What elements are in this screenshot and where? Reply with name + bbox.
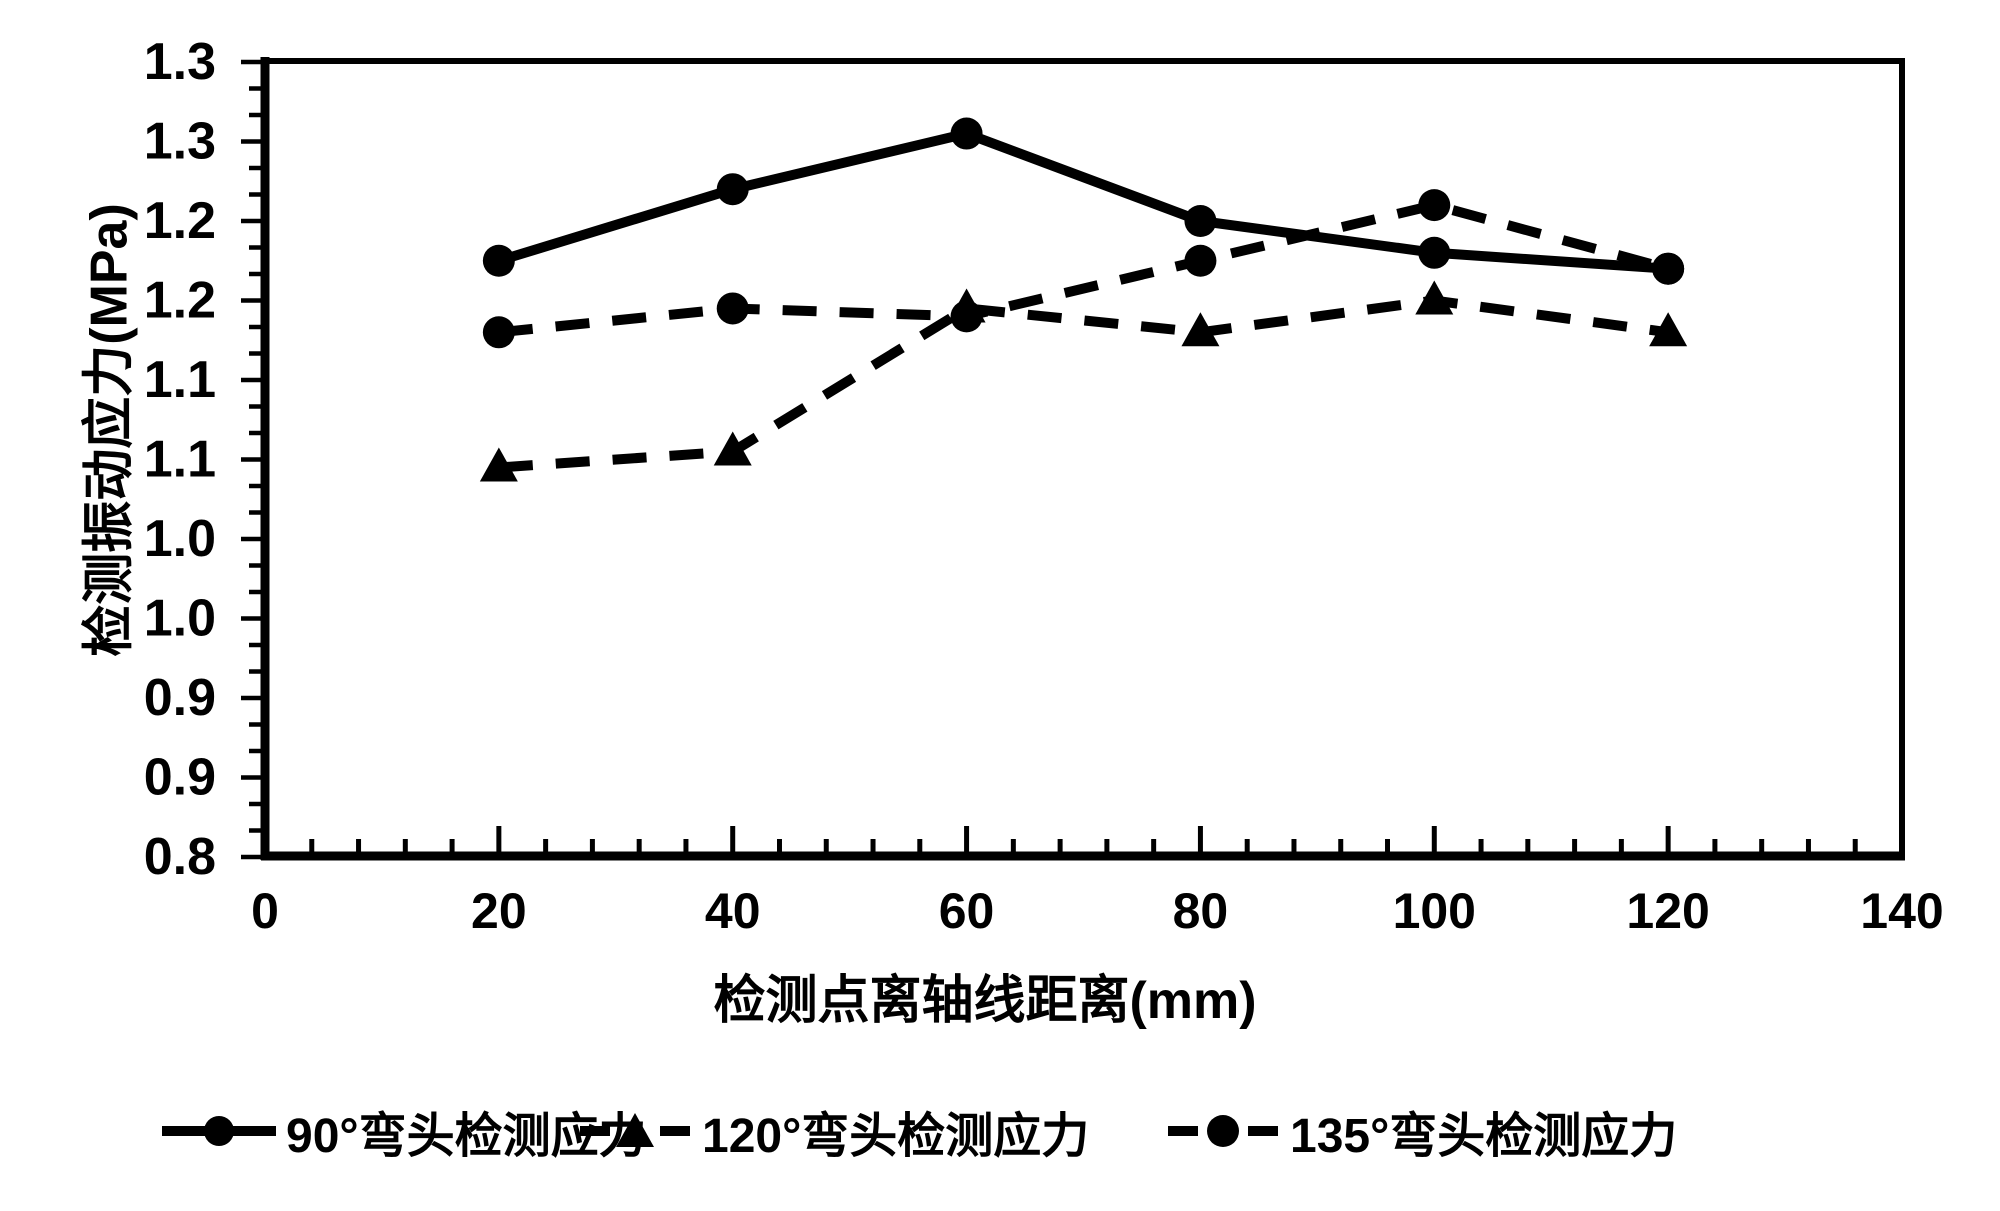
y-tick-label: 0.8	[144, 828, 216, 886]
series-line-2	[498, 199, 1670, 338]
legend: 90°弯头检测应力 120°弯头检测应力 135°弯头检测应力	[0, 1096, 2000, 1166]
x-tick-label: 20	[471, 883, 527, 939]
data-point-circle-series-2	[482, 316, 515, 349]
legend-marker-dashed-circle-icon	[1168, 1115, 1278, 1147]
series-line-1	[498, 295, 1669, 473]
y-tick-label: 1.1	[144, 351, 216, 409]
legend-label-120deg: 120°弯头检测应力	[702, 1110, 1090, 1163]
x-tick-label: 140	[1860, 883, 1943, 939]
data-point-circle-series-0	[716, 173, 749, 206]
data-point-triangle-series-1	[1649, 312, 1688, 347]
data-point-triangle-series-1	[1181, 312, 1220, 347]
y-tick-label: 1.2	[144, 272, 216, 330]
data-point-circle-series-2	[716, 292, 749, 325]
x-axis-title: 检测点离轴线距离(mm)	[713, 972, 1257, 1030]
data-point-circle-series-2	[1418, 189, 1451, 222]
y-tick-label: 1.3	[144, 33, 216, 91]
series-line-0	[497, 128, 1669, 274]
y-axis-title: 检测振动应力(MPa)	[80, 203, 139, 657]
legend-item-120deg: 120°弯头检测应力	[576, 1096, 1089, 1166]
x-tick-label: 100	[1393, 883, 1476, 939]
legend-label-135deg: 135°弯头检测应力	[1290, 1110, 1678, 1163]
y-tick-label: 1.3	[144, 113, 216, 171]
data-point-circle-series-0	[1418, 236, 1451, 269]
data-point-circle-series-2	[950, 300, 983, 333]
y-tick-label: 0.9	[144, 749, 216, 807]
y-tick-label: 1.0	[144, 510, 216, 568]
data-point-circle-series-0	[482, 244, 515, 277]
x-tick-label: 80	[1173, 883, 1229, 939]
data-point-circle-series-0	[950, 117, 983, 150]
y-tick-label: 1.1	[144, 431, 216, 489]
x-tick-label: 60	[939, 883, 995, 939]
data-point-triangle-series-1	[479, 447, 518, 482]
data-point-circle-series-0	[1184, 205, 1217, 237]
x-tick-label: 120	[1626, 883, 1709, 939]
data-point-triangle-series-1	[713, 431, 752, 466]
legend-item-135deg: 135°弯头检测应力	[1164, 1096, 1677, 1166]
data-point-circle-series-2	[1184, 244, 1217, 277]
legend-label-90deg: 90°弯头检测应力	[286, 1110, 647, 1163]
x-tick-label: 40	[705, 883, 761, 939]
data-point-triangle-series-1	[1415, 280, 1454, 315]
y-tick-label: 1.2	[144, 192, 216, 250]
legend-marker-solid-circle-icon	[162, 1116, 276, 1146]
y-tick-label: 0.9	[144, 669, 216, 727]
legend-marker-dashed-triangle-icon	[580, 1113, 690, 1147]
x-tick-label: 0	[251, 883, 279, 939]
legend-item-90deg: 90°弯头检测应力	[160, 1096, 647, 1166]
y-tick-label: 1.0	[144, 590, 216, 648]
data-point-circle-series-0	[1652, 252, 1685, 285]
